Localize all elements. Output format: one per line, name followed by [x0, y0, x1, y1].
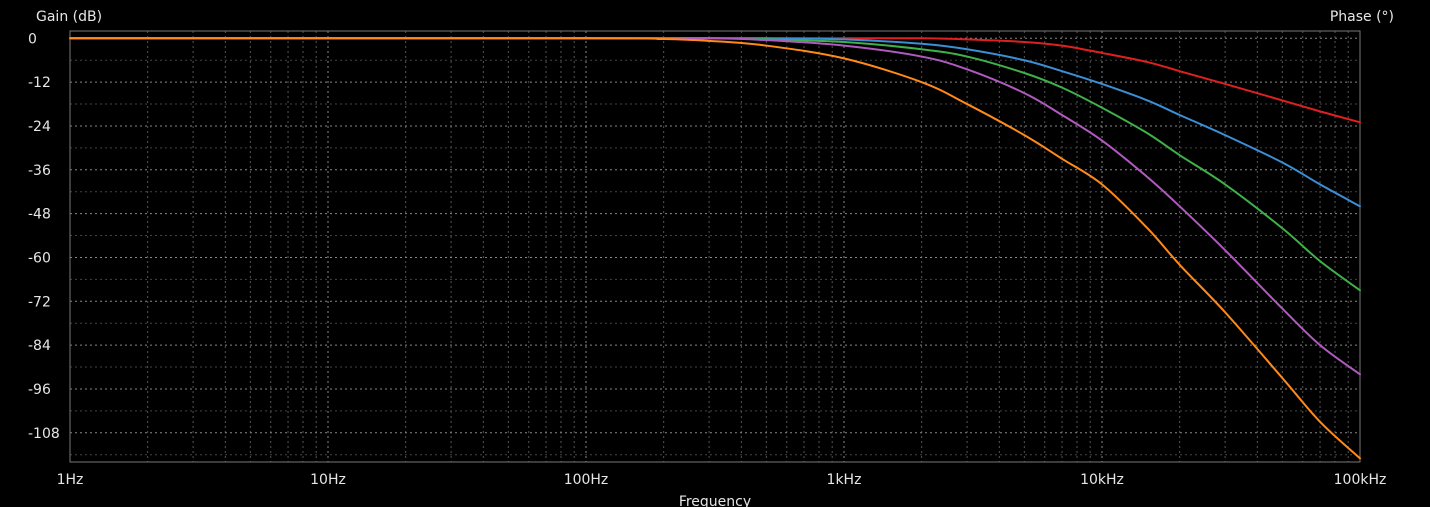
x-tick-label: 100Hz	[564, 472, 609, 488]
y-tick-label: -36	[28, 163, 51, 179]
y-tick-label: -84	[28, 338, 51, 354]
y-tick-label: -12	[28, 75, 51, 91]
x-tick-label: 10kHz	[1080, 472, 1124, 488]
y-tick-label: -60	[28, 250, 51, 266]
series-layer	[69, 37, 1361, 460]
x-tick-label: 10Hz	[310, 472, 346, 488]
y-tick-label: -72	[28, 294, 51, 310]
series-line-5	[69, 37, 1361, 460]
x-tick-label: 1kHz	[827, 472, 862, 488]
plot-area-background	[70, 31, 1360, 462]
plot-area-border	[69, 30, 1361, 463]
y-tick-label: -24	[28, 119, 51, 135]
y2-axis-label: Phase (°)	[1330, 9, 1394, 25]
x-tick-label: 1Hz	[57, 472, 84, 488]
x-tick-label: 100kHz	[1334, 472, 1387, 488]
x-axis-label: Frequency	[679, 494, 751, 507]
y-tick-label: 0	[28, 31, 37, 47]
y-tick-label: -48	[28, 207, 51, 223]
x-tick-labels: 1Hz 10Hz 100Hz 1kHz 10kHz 100kHz	[57, 472, 1387, 488]
y-tick-label: -96	[28, 382, 51, 398]
y-axis-label: Gain (dB)	[36, 9, 102, 25]
y-tick-labels: 0 -12 -24 -36 -48 -60 -72 -84 -96 -108	[28, 31, 60, 441]
y-tick-label: -108	[28, 426, 60, 442]
